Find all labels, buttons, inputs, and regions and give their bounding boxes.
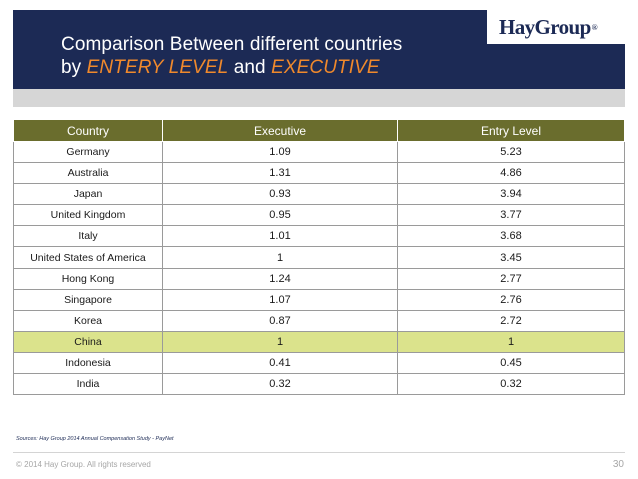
slide-title: Comparison Between different countries b… xyxy=(61,33,402,79)
entry-level-value-cell: 3.77 xyxy=(397,204,625,227)
table-row: China 1 1 xyxy=(13,330,625,353)
executive-value-cell: 1.07 xyxy=(162,288,398,311)
column-header-entry-level: Entry Level xyxy=(397,119,625,142)
executive-value-cell: 0.93 xyxy=(162,183,398,206)
table-row: Japan 0.93 3.94 xyxy=(13,183,625,206)
comparison-table: Country Executive Entry Level Germany 1.0… xyxy=(13,119,625,396)
executive-value-cell: 0.32 xyxy=(162,373,398,396)
title-line-2: by ENTERY LEVEL and EXECUTIVE xyxy=(61,56,402,79)
country-cell: China xyxy=(13,330,163,353)
country-cell: Singapore xyxy=(13,288,163,311)
executive-value-cell: 0.87 xyxy=(162,309,398,332)
table-row: India 0.32 0.32 xyxy=(13,373,625,396)
executive-value-cell: 1 xyxy=(162,246,398,269)
executive-value-cell: 1.01 xyxy=(162,225,398,248)
country-cell: Australia xyxy=(13,162,163,185)
footer-divider xyxy=(13,452,625,453)
table-row: United Kingdom 0.95 3.77 xyxy=(13,204,625,227)
source-note: Sources: Hay Group 2014 Annual Compensat… xyxy=(16,436,174,442)
entry-level-value-cell: 3.68 xyxy=(397,225,625,248)
entry-level-value-cell: 3.45 xyxy=(397,246,625,269)
title-prefix: by xyxy=(61,57,87,78)
title-conjunction: and xyxy=(228,57,272,78)
country-cell: Italy xyxy=(13,225,163,248)
registered-mark: ® xyxy=(591,23,598,32)
subtitle-bar xyxy=(13,89,625,107)
country-cell: United States of America xyxy=(13,246,163,269)
haygroup-logo: HayGroup® xyxy=(499,15,598,39)
logo-text: HayGroup xyxy=(499,15,591,39)
table-row: Hong Kong 1.24 2.77 xyxy=(13,267,625,290)
country-cell: Indonesia xyxy=(13,351,163,375)
country-cell: Korea xyxy=(13,309,163,332)
table-body: Germany 1.09 5.23 Australia 1.31 4.86 Japan 0.9… xyxy=(13,140,625,396)
entry-level-value-cell: 2.76 xyxy=(397,288,625,311)
copyright-text: © 2014 Hay Group. All rights reserved xyxy=(16,460,151,469)
title-emphasis-entry-level: ENTERY LEVEL xyxy=(86,57,229,78)
country-cell: Germany xyxy=(13,140,163,164)
executive-value-cell: 1.24 xyxy=(162,267,398,290)
entry-level-value-cell: 0.32 xyxy=(397,373,625,396)
table-row: Italy 1.01 3.68 xyxy=(13,225,625,248)
executive-value-cell: 0.41 xyxy=(162,351,398,375)
country-cell: Hong Kong xyxy=(13,267,163,290)
executive-value-cell: 1.09 xyxy=(162,140,398,164)
column-header-country: Country xyxy=(13,119,163,142)
executive-value-cell: 1.31 xyxy=(162,162,398,185)
entry-level-value-cell: 2.72 xyxy=(397,309,625,332)
title-line-1: Comparison Between different countries xyxy=(61,34,403,55)
table-row: Australia 1.31 4.86 xyxy=(13,162,625,185)
country-cell: United Kingdom xyxy=(13,204,163,227)
title-emphasis-executive: EXECUTIVE xyxy=(271,57,380,78)
entry-level-value-cell: 2.77 xyxy=(397,267,625,290)
column-header-executive: Executive xyxy=(162,119,398,142)
table-header-row: Country Executive Entry Level xyxy=(13,119,625,142)
entry-level-value-cell: 4.86 xyxy=(397,162,625,185)
table-row: Singapore 1.07 2.76 xyxy=(13,288,625,311)
entry-level-value-cell: 0.45 xyxy=(397,351,625,375)
executive-value-cell: 0.95 xyxy=(162,204,398,227)
country-cell: India xyxy=(13,373,163,396)
logo-area: HayGroup® xyxy=(487,10,625,44)
executive-value-cell: 1 xyxy=(162,330,398,353)
table-row: Indonesia 0.41 0.45 xyxy=(13,351,625,375)
country-cell: Japan xyxy=(13,183,163,206)
entry-level-value-cell: 3.94 xyxy=(397,183,625,206)
table-row: Korea 0.87 2.72 xyxy=(13,309,625,332)
entry-level-value-cell: 5.23 xyxy=(397,140,625,164)
page-number: 30 xyxy=(612,459,624,470)
table-row: United States of America 1 3.45 xyxy=(13,246,625,269)
entry-level-value-cell: 1 xyxy=(397,330,625,353)
table-row: Germany 1.09 5.23 xyxy=(13,140,625,164)
